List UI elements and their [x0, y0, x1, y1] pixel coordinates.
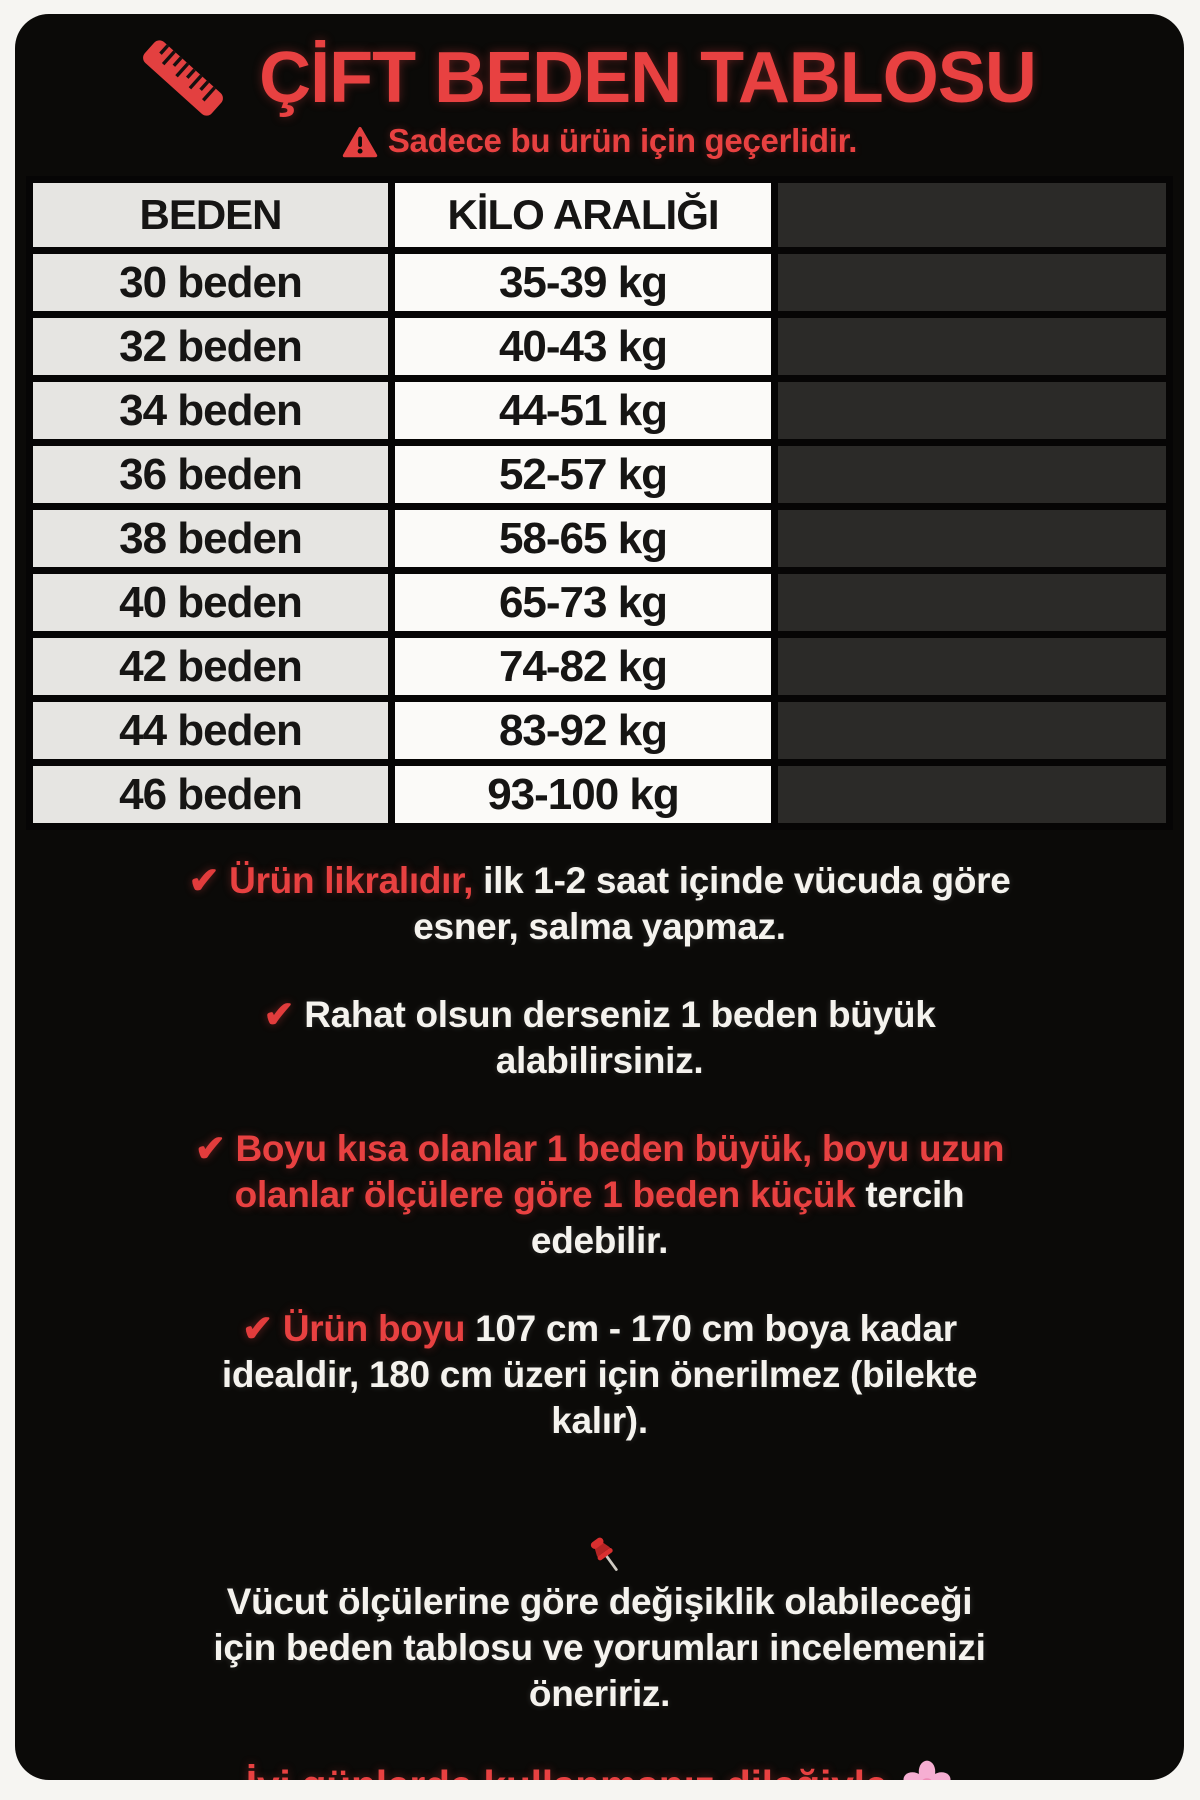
notes: ✔ Ürün likralıdır, ilk 1-2 saat içinde vü…	[15, 858, 1184, 1717]
check-icon: ✔	[188, 860, 220, 901]
empty-cell	[771, 375, 1173, 446]
size-table: BEDEN KİLO ARALIĞI 30 beden 35-39 kg 32 be…	[26, 176, 1173, 830]
note-segment: Vücut ölçülerine göre değişiklik olabile…	[213, 1581, 986, 1714]
empty-cell	[771, 439, 1173, 510]
table-row: 44 beden 83-92 kg	[26, 695, 1173, 766]
warning-triangle-icon	[342, 126, 377, 157]
note: ✔ Rahat olsun derseniz 1 beden büyük alab…	[60, 992, 1140, 1084]
footer-text: İyi günlerde kullanmanız dileğiyle	[246, 1762, 888, 1781]
note-segment: Rahat olsun derseniz 1 beden büyük alabi…	[304, 994, 936, 1081]
table-row: 36 beden 52-57 kg	[26, 439, 1173, 510]
weight-cell: 58-65 kg	[388, 503, 778, 574]
weight-cell: 83-92 kg	[388, 695, 778, 766]
size-cell: 42 beden	[26, 631, 395, 702]
table-row: 34 beden 44-51 kg	[26, 375, 1173, 446]
weight-cell: 40-43 kg	[388, 311, 778, 382]
empty-cell	[771, 695, 1173, 766]
pushpin-icon	[591, 1537, 619, 1571]
column-header-kilo-araligi: KİLO ARALIĞI	[388, 176, 778, 254]
size-cell: 38 beden	[26, 503, 395, 574]
cherry-blossom-icon	[903, 1760, 951, 1780]
size-cell: 34 beden	[26, 375, 395, 446]
table-header-row: BEDEN KİLO ARALIĞI	[26, 176, 1173, 254]
size-cell: 40 beden	[26, 567, 395, 638]
weight-cell: 93-100 kg	[388, 759, 778, 830]
weight-cell: 44-51 kg	[388, 375, 778, 446]
note: ✔ Ürün likralıdır, ilk 1-2 saat içinde vü…	[60, 858, 1140, 950]
note: Vücut ölçülerine göre değişiklik olabile…	[60, 1486, 1140, 1717]
note-segment: Ürün boyu	[282, 1308, 466, 1349]
size-chart-card: ÇİFT BEDEN TABLOSU Sadece bu ürün için g…	[15, 14, 1184, 1780]
table-row: 38 beden 58-65 kg	[26, 503, 1173, 574]
note: ✔ Ürün boyu 107 cm - 170 cm boya kadar id…	[60, 1306, 1140, 1444]
check-icon: ✔	[263, 994, 295, 1035]
note-segment: ilk 1-2 saat içinde vücuda göre esner, s…	[413, 860, 1011, 947]
header: ÇİFT BEDEN TABLOSU	[15, 28, 1184, 128]
note-segment: 107 cm - 170 cm boya kadar idealdir, 180…	[221, 1308, 978, 1441]
empty-cell	[771, 567, 1173, 638]
empty-cell	[771, 247, 1173, 318]
note-segment: Boyu kısa olanlar 1 beden büyük, boyu uz…	[234, 1128, 1005, 1215]
table-row: 32 beden 40-43 kg	[26, 311, 1173, 382]
size-table-body: 30 beden 35-39 kg 32 beden 40-43 kg 34 beden…	[26, 247, 1173, 830]
column-header-empty	[771, 176, 1173, 254]
empty-cell	[771, 631, 1173, 702]
empty-cell	[771, 311, 1173, 382]
table-row: 42 beden 74-82 kg	[26, 631, 1173, 702]
table-row: 46 beden 93-100 kg	[26, 759, 1173, 830]
weight-cell: 74-82 kg	[388, 631, 778, 702]
page-title: ÇİFT BEDEN TABLOSU	[259, 38, 1037, 118]
column-header-beden: BEDEN	[26, 176, 395, 254]
empty-cell	[771, 503, 1173, 574]
warning-row: Sadece bu ürün için geçerlidir.	[15, 122, 1184, 160]
table-row: 40 beden 65-73 kg	[26, 567, 1173, 638]
size-cell: 32 beden	[26, 311, 395, 382]
check-icon: ✔	[242, 1308, 273, 1349]
size-cell: 36 beden	[26, 439, 395, 510]
weight-cell: 52-57 kg	[388, 439, 778, 510]
warning-text: Sadece bu ürün için geçerlidir.	[387, 122, 858, 159]
note-segment: Ürün likralıdır,	[229, 860, 474, 901]
note-segment: tercih edebilir.	[530, 1174, 965, 1261]
size-cell: 46 beden	[26, 759, 395, 830]
size-cell: 30 beden	[26, 247, 395, 318]
empty-cell	[771, 759, 1173, 830]
footer: İyi günlerde kullanmanız dileğiyle	[15, 1759, 1184, 1780]
size-cell: 44 beden	[26, 695, 395, 766]
ruler-icon	[143, 40, 224, 116]
check-icon: ✔	[194, 1128, 226, 1169]
weight-cell: 65-73 kg	[388, 567, 778, 638]
note: ✔ Boyu kısa olanlar 1 beden büyük, boyu u…	[60, 1126, 1140, 1264]
table-row: 30 beden 35-39 kg	[26, 247, 1173, 318]
weight-cell: 35-39 kg	[388, 247, 778, 318]
